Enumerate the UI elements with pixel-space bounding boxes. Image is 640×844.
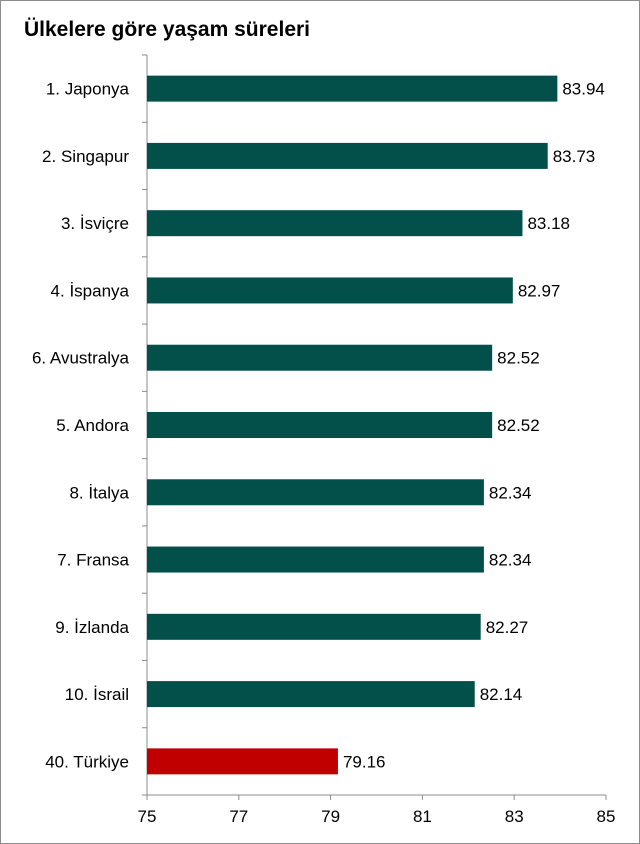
labels: 1. Japonya 83.94 2. Singapur 83.73 3. İsviçr… xyxy=(32,80,605,772)
category-label: 3. İsviçre xyxy=(61,214,129,233)
category-label: 4. İspanya xyxy=(51,281,130,300)
x-tick-label: 83 xyxy=(505,807,524,826)
value-label: 82.34 xyxy=(489,551,532,570)
category-label: 5. Andora xyxy=(56,416,129,435)
x-tick-label: 77 xyxy=(229,807,248,826)
chart-title: Ülkelere göre yaşam süreleri xyxy=(24,18,311,41)
bar xyxy=(147,277,513,304)
x-tick-label: 75 xyxy=(138,807,157,826)
category-label: 1. Japonya xyxy=(46,80,130,99)
category-label: 2. Singapur xyxy=(42,147,129,166)
category-label: 6. Avustralya xyxy=(32,349,130,368)
category-label: 40. Türkiye xyxy=(45,752,129,771)
bar xyxy=(147,613,481,640)
value-label: 79.16 xyxy=(343,752,386,771)
bars xyxy=(147,75,558,775)
category-label: 8. İtalya xyxy=(69,483,129,502)
axes: 75 77 79 81 83 85 xyxy=(138,54,616,826)
category-label: 9. İzlanda xyxy=(55,618,129,637)
value-label: 82.14 xyxy=(480,685,523,704)
value-label: 83.18 xyxy=(527,214,570,233)
bar xyxy=(147,748,338,775)
category-label: 7. Fransa xyxy=(57,551,129,570)
bar xyxy=(147,546,484,573)
bar xyxy=(147,210,523,237)
value-label: 82.52 xyxy=(497,416,540,435)
bar xyxy=(147,344,493,371)
x-tick-label: 85 xyxy=(597,807,616,826)
x-tick-label: 79 xyxy=(321,807,340,826)
value-label: 82.52 xyxy=(497,349,540,368)
bar xyxy=(147,142,548,169)
bar xyxy=(147,681,475,708)
value-label: 82.97 xyxy=(518,281,561,300)
bar xyxy=(147,75,558,102)
category-label: 10. İsrail xyxy=(65,685,129,704)
value-label: 82.34 xyxy=(489,483,532,502)
value-label: 83.73 xyxy=(553,147,596,166)
value-label: 82.27 xyxy=(486,618,529,637)
bar xyxy=(147,412,493,438)
bar xyxy=(147,479,484,506)
x-tick-label: 81 xyxy=(413,807,432,826)
value-label: 83.94 xyxy=(562,80,605,99)
